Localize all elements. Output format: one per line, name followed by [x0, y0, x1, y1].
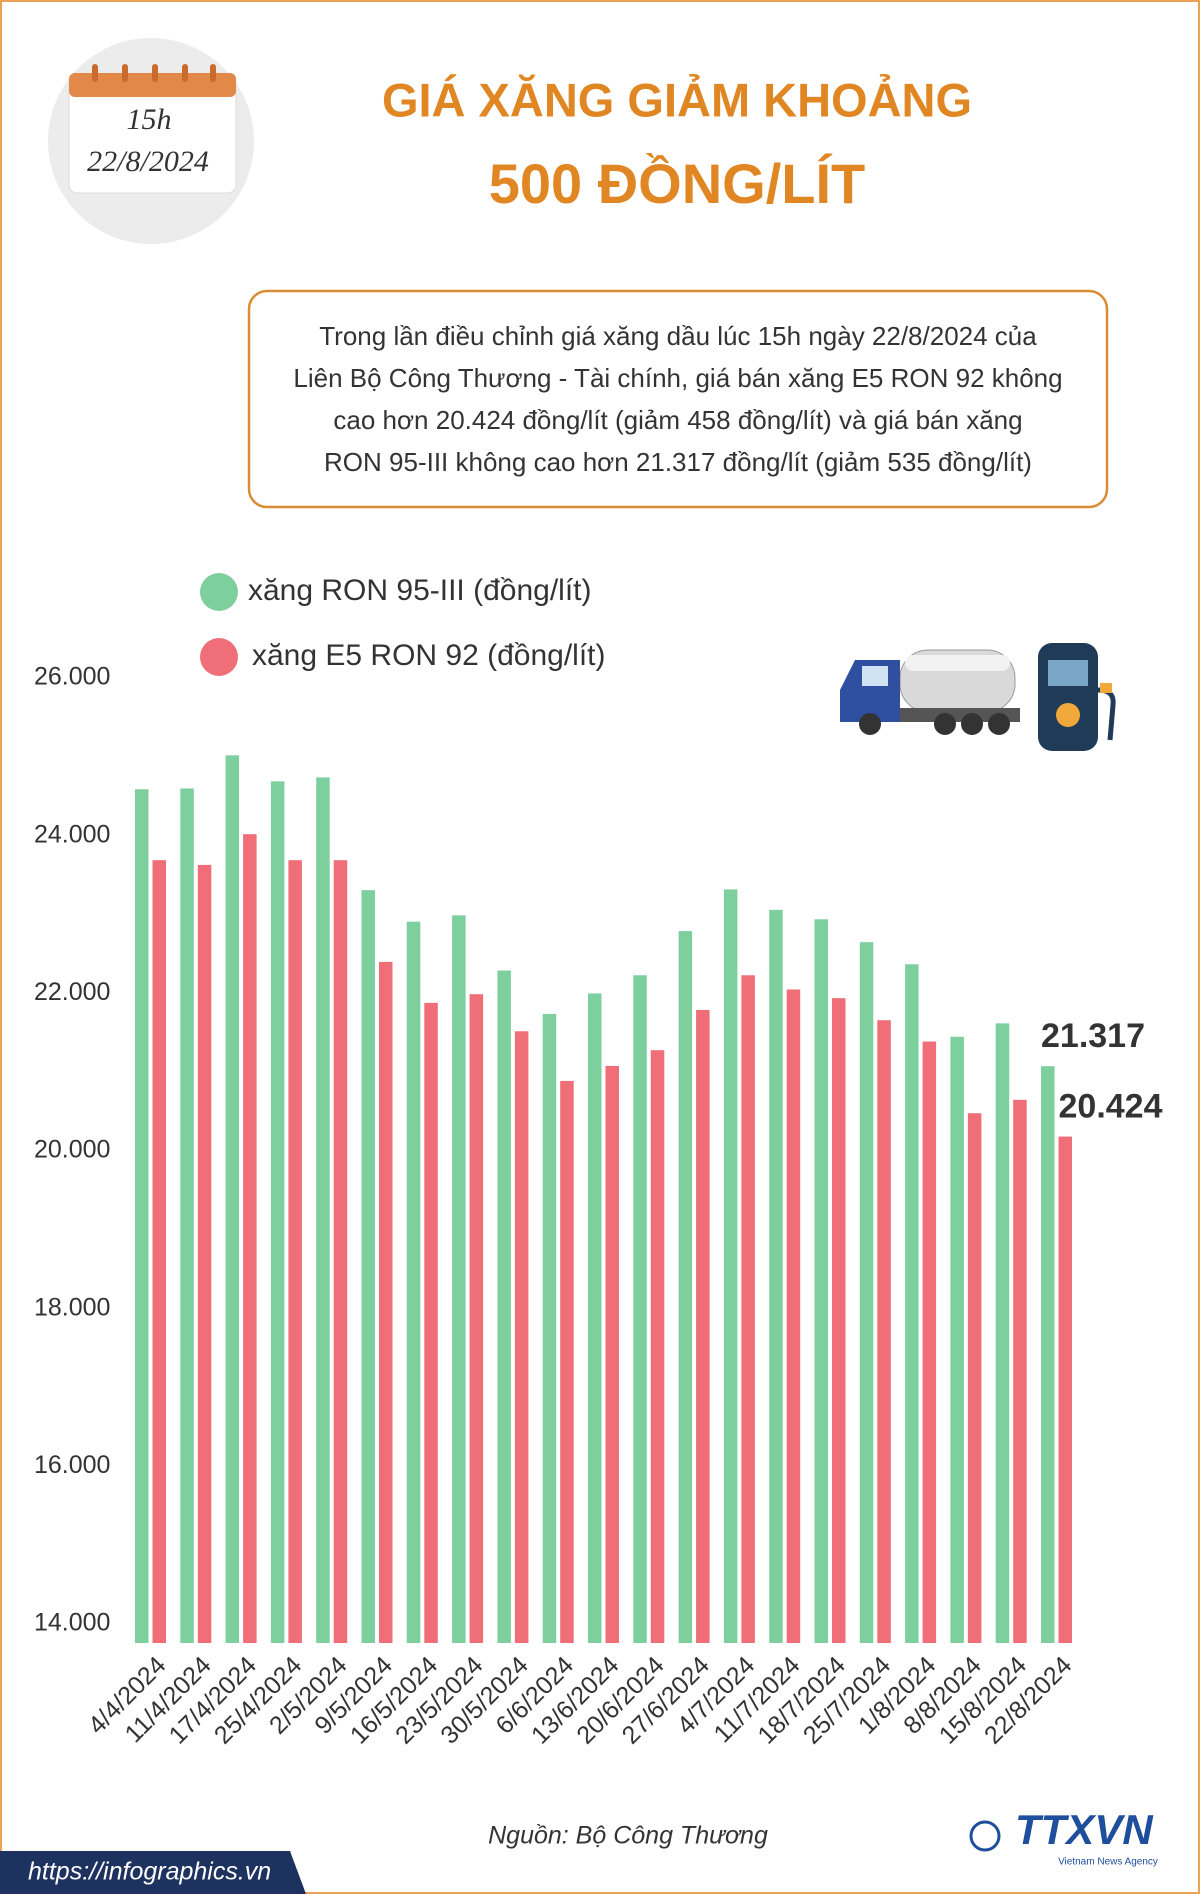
bar	[633, 975, 647, 1643]
bar	[225, 755, 240, 1643]
bar	[814, 919, 828, 1643]
description-line: Liên Bộ Công Thương - Tài chính, giá bán…	[293, 363, 1062, 393]
pump-icon	[1038, 643, 1116, 751]
bar	[152, 860, 166, 1643]
bar	[967, 1113, 982, 1643]
bar	[605, 1065, 619, 1643]
y-tick-label: 26.000	[34, 663, 110, 691]
description-line: cao hơn 20.424 đồng/lít (giảm 458 đồng/l…	[333, 405, 1022, 435]
bar	[588, 993, 602, 1643]
bar	[497, 970, 511, 1643]
description-line: Trong lần điều chỉnh giá xăng dầu lúc 15…	[319, 321, 1037, 351]
y-tick-label: 20.000	[34, 1136, 110, 1164]
bar	[316, 777, 330, 1643]
y-tick-label: 24.000	[34, 820, 110, 848]
y-tick-label: 22.000	[34, 978, 110, 1006]
logo: TTXVN	[1015, 1806, 1154, 1853]
bar	[859, 942, 874, 1643]
y-tick-label: 18.000	[34, 1293, 110, 1321]
copyright-icon	[969, 1820, 1001, 1852]
bar	[197, 864, 212, 1643]
bar	[723, 889, 738, 1643]
bar	[379, 961, 393, 1643]
bar	[1041, 1066, 1055, 1643]
badge-date: 22/8/2024	[87, 145, 209, 178]
bar	[877, 1020, 891, 1643]
bar	[135, 789, 149, 1643]
bar	[406, 921, 421, 1643]
value-label: 20.424	[1059, 1088, 1163, 1126]
calendar-rings	[92, 64, 216, 82]
bar	[452, 915, 466, 1643]
bar	[769, 909, 783, 1643]
badge-time: 15h	[127, 103, 172, 136]
bar	[741, 975, 755, 1643]
bar	[1058, 1136, 1072, 1643]
bar	[905, 964, 919, 1643]
bar	[995, 1023, 1010, 1643]
legend-label: xăng E5 RON 92 (đồng/lít)	[252, 639, 606, 672]
bar	[922, 1041, 937, 1643]
legend-swatch	[200, 573, 238, 611]
bar	[832, 998, 846, 1643]
bar	[950, 1036, 964, 1643]
bar	[514, 1031, 529, 1643]
bar	[469, 994, 484, 1643]
value-label: 21.317	[1041, 1017, 1145, 1055]
logo-subtitle: Vietnam News Agency	[1058, 1857, 1158, 1868]
bar	[270, 781, 285, 1643]
bar	[650, 1050, 665, 1643]
legend-swatch	[200, 638, 238, 676]
bar	[786, 989, 801, 1643]
legend-label: xăng RON 95-III (đồng/lít)	[248, 574, 591, 607]
chart: 14.000 16.000 18.000 20.000 22.000 24.000 26.0…	[34, 573, 1163, 1750]
bar	[333, 860, 348, 1643]
url[interactable]: https://infographics.vn	[28, 1858, 271, 1886]
subtitle: 500 ĐỒNG/LÍT	[489, 152, 866, 215]
bar	[288, 860, 302, 1643]
bar	[678, 931, 693, 1643]
y-tick-label: 16.000	[34, 1451, 110, 1479]
bar	[180, 788, 194, 1643]
source: Nguồn: Bộ Công Thương	[488, 1822, 768, 1850]
bar	[424, 1002, 438, 1643]
title: GIÁ XĂNG GIẢM KHOẢNG	[382, 73, 972, 126]
bar	[243, 834, 257, 1643]
calendar-header	[69, 73, 236, 97]
bar	[542, 1013, 557, 1643]
description-line: RON 95-III không cao hơn 21.317 đồng/lít…	[324, 447, 1032, 477]
bar	[361, 890, 375, 1643]
bar	[1013, 1099, 1027, 1643]
description-box	[247, 289, 1109, 509]
bar	[560, 1080, 574, 1643]
bar	[696, 1009, 710, 1643]
truck-icon	[840, 649, 1020, 735]
y-tick-label: 14.000	[34, 1609, 110, 1637]
url-bar	[0, 1851, 306, 1894]
